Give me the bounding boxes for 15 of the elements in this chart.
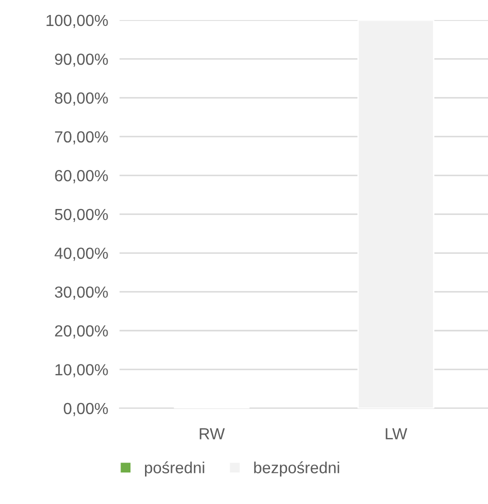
y-tick-label: 80,00% xyxy=(54,92,108,106)
legend-label: bezpośredni xyxy=(254,461,340,476)
x-tick-label: LW xyxy=(386,428,408,440)
y-tick-label: 100,00% xyxy=(46,14,108,28)
y-tick-label: 90,00% xyxy=(55,54,108,67)
y-tick-label: 30,00% xyxy=(54,286,108,300)
y-tick-label: 20,00% xyxy=(55,325,108,338)
x-tick-label: RW xyxy=(200,428,225,440)
legend-label: pośredni xyxy=(145,461,204,476)
y-tick-label: 70,00% xyxy=(55,131,108,144)
y-tick-label: 60,00% xyxy=(55,170,108,184)
y-tick-label: 50,00% xyxy=(54,208,108,222)
y-tick-label: 0,00% xyxy=(64,402,108,416)
y-tick-label: 40,00% xyxy=(54,248,108,261)
y-tick-label: 10,00% xyxy=(56,364,108,378)
